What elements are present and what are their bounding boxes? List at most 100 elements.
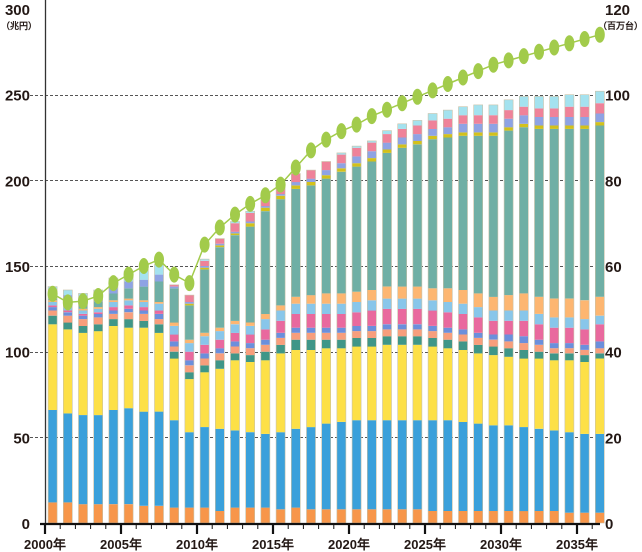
- bar-segment-s14: [580, 94, 590, 107]
- bar-segment-s4: [443, 339, 453, 349]
- bar-2004: [108, 277, 119, 524]
- bar-2024: [412, 120, 423, 524]
- bar-segment-s7: [428, 310, 438, 326]
- bar-segment-s11: [534, 125, 544, 129]
- bar-segment-s11: [412, 140, 422, 145]
- bar-segment-s8: [534, 314, 544, 325]
- bar-segment-s1: [291, 507, 301, 523]
- bar-segment-s13: [595, 103, 605, 114]
- bar-segment-s14: [154, 264, 164, 275]
- bar-segment-s12: [230, 231, 240, 234]
- bar-segment-s12: [215, 243, 225, 246]
- bar-segment-s12: [564, 116, 574, 126]
- bar-segment-s5: [245, 348, 255, 356]
- bar-segment-s10: [184, 305, 194, 340]
- bar-segment-s11: [260, 207, 270, 212]
- line-point-2005: [123, 266, 134, 283]
- bar-segment-s9: [321, 293, 331, 304]
- bar-segment-s8: [93, 308, 103, 313]
- bar-segment-s4: [580, 355, 590, 362]
- bar-segment-s1: [306, 509, 316, 523]
- bar-2030: [503, 99, 514, 524]
- bar-segment-s12: [458, 123, 468, 133]
- bar-2027: [458, 106, 468, 524]
- x-tick-label: 2005年: [100, 537, 142, 552]
- bar-segment-s9: [473, 293, 483, 308]
- bar-segment-s9: [336, 293, 346, 304]
- bar-segment-s12: [276, 194, 286, 196]
- line-point-2021: [366, 108, 377, 125]
- x-tick-label: 2030年: [480, 537, 522, 552]
- bar-segment-s5: [108, 314, 118, 320]
- bar-segment-s6: [200, 353, 210, 359]
- bar-segment-s6: [139, 310, 149, 314]
- bar-2015: [275, 185, 286, 524]
- bar-segment-s12: [534, 116, 544, 126]
- bar-2023: [397, 123, 408, 524]
- bar-segment-s6: [336, 327, 346, 333]
- bar-segment-s7: [504, 320, 514, 335]
- bar-segment-s12: [184, 302, 194, 304]
- bar-segment-s9: [428, 288, 438, 301]
- bar-segment-s8: [595, 315, 605, 325]
- bar-segment-s3: [519, 358, 529, 427]
- bar-segment-s8: [519, 310, 529, 321]
- bar-segment-s1: [124, 504, 134, 523]
- bar-segment-s14: [245, 211, 255, 213]
- bar-segment-s9: [108, 300, 118, 302]
- bar-segment-s2: [397, 420, 407, 510]
- bar-segment-s14: [504, 99, 514, 111]
- bar-segment-s11: [519, 123, 529, 128]
- bar-segment-s1: [382, 509, 392, 523]
- bar-segment-s4: [200, 365, 210, 373]
- bar-segment-s13: [412, 125, 422, 135]
- line-point-2024: [412, 88, 423, 105]
- bar-segment-s2: [276, 432, 286, 510]
- bar-segment-s4: [397, 336, 407, 345]
- bar-segment-s11: [184, 303, 194, 306]
- bar-2014: [260, 197, 271, 524]
- bar-segment-s3: [443, 348, 453, 421]
- bar-segment-s9: [78, 308, 88, 311]
- bar-segment-s1: [534, 511, 544, 523]
- bar-segment-s10: [564, 128, 574, 299]
- bar-segment-s1: [184, 507, 194, 523]
- bar-segment-s3: [321, 348, 331, 424]
- bar-segment-s6: [260, 339, 270, 345]
- bar-segment-s9: [276, 305, 286, 311]
- bar-segment-s8: [352, 302, 362, 313]
- bar-segment-s9: [397, 286, 407, 299]
- bar-2031: [518, 96, 529, 524]
- bar-segment-s11: [397, 144, 407, 148]
- bar-segment-s11: [291, 185, 301, 189]
- bar-segment-s13: [443, 118, 453, 128]
- bar-segment-s6: [549, 343, 559, 349]
- bar-segment-s2: [260, 433, 270, 508]
- bar-segment-s5: [321, 332, 331, 340]
- bar-segment-s7: [306, 314, 316, 328]
- bar-segment-s2: [519, 427, 529, 512]
- bar-segment-s3: [306, 350, 316, 428]
- bar-segment-s2: [382, 420, 392, 510]
- bar-segment-s12: [352, 156, 362, 164]
- bar-2026: [442, 109, 453, 524]
- bar-segment-s5: [48, 310, 58, 316]
- bar-segment-s5: [580, 350, 590, 356]
- line-point-2012: [230, 206, 240, 223]
- bar-segment-s6: [534, 339, 544, 345]
- bar-segment-s1: [63, 502, 73, 523]
- bar-segment-s6: [124, 308, 134, 313]
- bar-segment-s13: [321, 161, 331, 171]
- bar-segment-s4: [48, 315, 58, 325]
- bar-segment-s8: [276, 310, 286, 321]
- bar-segment-s9: [580, 300, 590, 320]
- x-tick-label: 2015年: [252, 537, 294, 552]
- bar-segment-s7: [245, 334, 255, 344]
- bar-segment-s2: [291, 428, 301, 508]
- bar-segment-s8: [412, 298, 422, 309]
- bar-2012: [230, 221, 240, 524]
- bars: [47, 90, 605, 524]
- bar-segment-s2: [215, 428, 225, 511]
- bar-segment-s6: [276, 332, 286, 338]
- bar-segment-s2: [412, 420, 422, 510]
